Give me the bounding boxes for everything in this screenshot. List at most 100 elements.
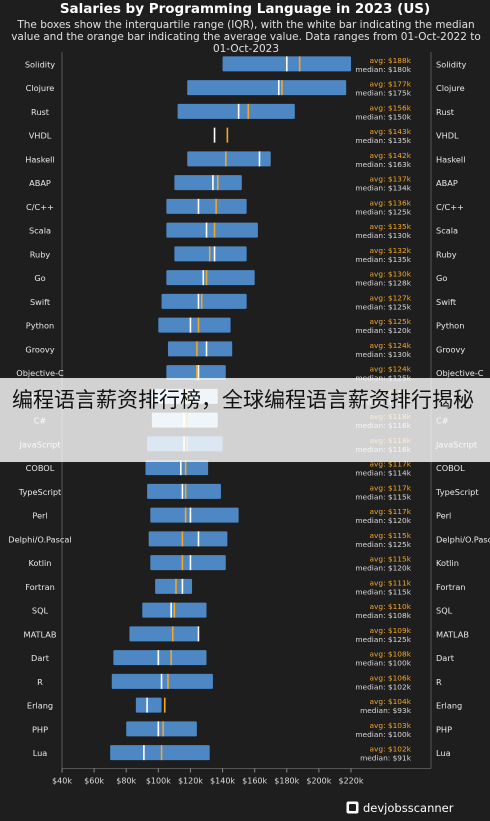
language-label-right: Fortran: [436, 582, 466, 592]
average-value-label: avg: $103k: [369, 721, 411, 730]
chart-title: Salaries by Programming Language in 2023…: [59, 1, 431, 17]
average-value-label: avg: $110k: [369, 602, 411, 611]
language-label-right: PHP: [436, 724, 452, 734]
language-label-right: Clojure: [436, 83, 465, 93]
devjobsscanner-logo-icon: [346, 801, 359, 814]
median-value-label: median: $120k: [355, 516, 411, 525]
language-label-left: Scala: [29, 226, 51, 236]
language-label-right: Perl: [436, 511, 451, 521]
language-label-left: Groovy: [25, 344, 54, 354]
x-tick-label: $220k: [339, 777, 364, 786]
average-value-label: avg: $117k: [369, 483, 411, 492]
language-label-left: Objective-C: [16, 368, 64, 378]
median-value-label: median: $125k: [355, 207, 411, 216]
iqr-box: [147, 483, 221, 499]
x-tick-label: $180k: [274, 777, 299, 786]
median-value-label: median: $108k: [355, 611, 411, 620]
average-value-label: avg: $132k: [369, 246, 411, 255]
average-value-label: avg: $130k: [369, 270, 411, 279]
median-value-label: median: $180k: [355, 65, 411, 74]
iqr-box: [126, 721, 197, 737]
x-tick-label: $200k: [306, 777, 331, 786]
average-value-label: avg: $111k: [369, 578, 411, 587]
median-value-label: median: $135k: [355, 136, 411, 145]
language-label-left: C/C++: [26, 202, 54, 212]
overlay-banner: [0, 378, 490, 462]
average-value-label: avg: $109k: [369, 626, 411, 635]
chart-subtitle: The boxes show the interquartile range (…: [11, 19, 481, 55]
x-tick-label: $60k: [84, 777, 104, 786]
language-label-left: Swift: [30, 297, 51, 307]
language-label-left: Dart: [31, 653, 50, 663]
language-label-left: Ruby: [30, 249, 51, 259]
iqr-box: [187, 151, 271, 167]
iqr-box: [145, 460, 209, 476]
median-value-label: median: $100k: [355, 730, 411, 739]
language-label-left: Delphi/O.Pascal: [8, 534, 71, 544]
iqr-box: [155, 578, 193, 594]
x-tick-label: $100k: [146, 777, 171, 786]
iqr-box: [148, 531, 228, 547]
iqr-box: [166, 222, 258, 238]
language-label-left: SQL: [32, 606, 49, 616]
average-value-label: avg: $124k: [369, 365, 411, 374]
average-value-label: avg: $135k: [369, 222, 411, 231]
average-value-label: avg: $108k: [369, 650, 411, 659]
iqr-box: [110, 745, 210, 761]
language-label-left: Go: [34, 273, 45, 283]
iqr-box: [166, 198, 247, 214]
average-value-label: avg: $188k: [369, 56, 411, 65]
x-tick-label: $80k: [116, 777, 136, 786]
median-value-label: median: $175k: [355, 89, 411, 98]
iqr-box: [111, 673, 213, 689]
average-value-label: avg: $117k: [369, 460, 411, 469]
language-label-left: TypeScript: [18, 487, 62, 497]
language-label-left: COBOL: [26, 463, 55, 473]
iqr-box: [161, 293, 247, 309]
average-value-label: avg: $117k: [369, 507, 411, 516]
iqr-box: [150, 507, 239, 523]
language-label-right: MATLAB: [436, 629, 469, 639]
language-label-left: PHP: [32, 724, 48, 734]
language-label-left: Erlang: [27, 701, 53, 711]
average-value-label: avg: $156k: [369, 103, 411, 112]
language-label-right: Delphi/O.Pascal: [436, 534, 490, 544]
language-label-right: SQL: [436, 606, 453, 616]
language-label-left: Haskell: [25, 154, 54, 164]
language-label-left: Fortran: [25, 582, 55, 592]
language-label-right: COBOL: [436, 463, 465, 473]
iqr-box: [135, 697, 162, 713]
median-value-label: median: $114k: [355, 469, 411, 478]
median-value-label: median: $150k: [355, 112, 411, 121]
average-value-label: avg: $142k: [369, 151, 411, 160]
average-value-label: avg: $104k: [369, 697, 411, 706]
iqr-box: [158, 317, 231, 333]
language-label-right: Haskell: [436, 154, 465, 164]
average-value-label: avg: $136k: [369, 198, 411, 207]
median-value-label: median: $130k: [355, 350, 411, 359]
language-label-left: MATLAB: [24, 629, 57, 639]
median-value-label: median: $125k: [355, 302, 411, 311]
overlay-caption: 编程语言薪资排行榜，全球编程语言薪资排行揭秘: [12, 388, 474, 412]
average-value-label: avg: $115k: [369, 531, 411, 540]
language-label-left: Clojure: [26, 83, 55, 93]
x-tick-label: $140k: [210, 777, 235, 786]
median-value-label: median: $120k: [355, 326, 411, 335]
median-value-label: median: $163k: [355, 160, 411, 169]
iqr-box: [174, 175, 242, 191]
iqr-box: [174, 246, 247, 262]
language-label-right: Groovy: [436, 344, 465, 354]
iqr-box: [177, 103, 295, 119]
median-value-label: median: $115k: [355, 587, 411, 596]
iqr-box: [166, 365, 226, 381]
average-value-label: avg: $125k: [369, 317, 411, 326]
median-value-label: median: $130k: [355, 231, 411, 240]
median-value-label: median: $100k: [355, 659, 411, 668]
median-value-label: median: $120k: [355, 564, 411, 573]
median-value-label: median: $128k: [355, 279, 411, 288]
x-tick-label: $40k: [52, 777, 72, 786]
iqr-box: [113, 650, 207, 666]
median-value-label: median: $93k: [360, 706, 412, 715]
language-label-left: Solidity: [25, 59, 55, 69]
language-label-left: R: [37, 677, 43, 687]
